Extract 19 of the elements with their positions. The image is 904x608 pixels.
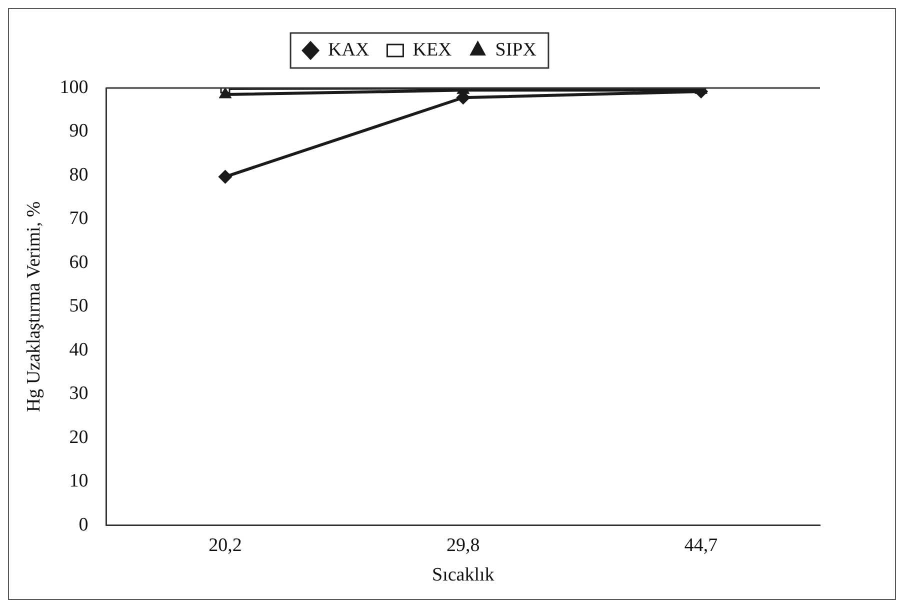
legend-label: SIPX (495, 39, 537, 60)
legend-label: KEX (412, 39, 452, 60)
x-tick-label: 20,2 (208, 534, 242, 556)
y-tick-label: 40 (69, 339, 88, 360)
y-tick-label: 60 (69, 252, 88, 273)
y-tick-label: 30 (69, 383, 88, 404)
y-tick-label: 50 (69, 296, 88, 317)
y-tick-label: 20 (69, 426, 88, 448)
y-tick-label: 0 (78, 514, 88, 536)
y-tick-label: 70 (69, 208, 88, 230)
x-axis-title: Sıcaklık (432, 564, 495, 586)
y-tick-label: 100 (60, 76, 88, 98)
y-axis-title: Hg Uzaklaştırma Verimi, % (23, 201, 44, 412)
y-tick-label: 10 (69, 470, 88, 492)
x-tick-label: 29,8 (446, 534, 480, 556)
y-tick-label: 80 (69, 164, 88, 186)
x-tick-label: 44,7 (684, 534, 718, 556)
y-tick-label: 90 (69, 120, 88, 142)
legend-label: KAX (328, 39, 370, 60)
